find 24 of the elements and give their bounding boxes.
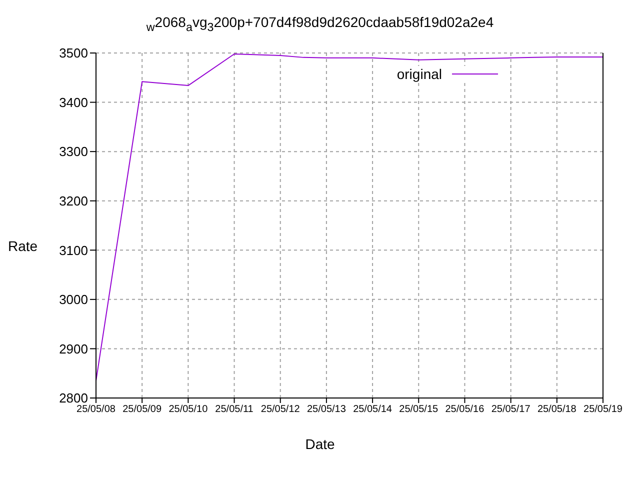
y-tick-label: 2800: [59, 390, 88, 406]
x-tick-label: 25/05/08: [76, 404, 116, 416]
x-tick-label: 25/05/15: [399, 404, 439, 416]
y-tick-label: 3000: [59, 292, 88, 308]
y-tick-label: 3300: [59, 144, 88, 160]
y-tick-label: 3500: [59, 46, 88, 61]
legend-label: original: [396, 66, 442, 82]
x-axis-title: Date: [304, 436, 336, 452]
y-tick-label: 2900: [59, 341, 88, 356]
y-axis-title: Rate: [8, 238, 38, 254]
x-tick-label: 25/05/10: [168, 404, 208, 416]
x-tick-label: 25/05/12: [260, 404, 300, 416]
x-tick-label: 25/05/11: [215, 404, 254, 416]
x-tick-label: 25/05/13: [306, 404, 346, 416]
x-tick-label: 25/05/09: [122, 404, 162, 416]
x-tick-label: 25/05/14: [353, 404, 392, 416]
y-tick-label: 3100: [59, 242, 88, 258]
x-tick-label: 25/05/18: [537, 404, 577, 416]
x-tick-label: 25/05/17: [491, 404, 531, 416]
y-tick-label: 3200: [59, 193, 88, 208]
x-tick-label: 25/05/19: [584, 404, 623, 416]
y-tick-label: 3400: [59, 94, 88, 110]
x-tick-label: 25/05/16: [445, 404, 485, 416]
chart-title: $_{w}$2068$_{a}$vg$_{3}$200p+707d4f98d9d2620cdaab58f19d02a2e4: [145, 14, 495, 34]
